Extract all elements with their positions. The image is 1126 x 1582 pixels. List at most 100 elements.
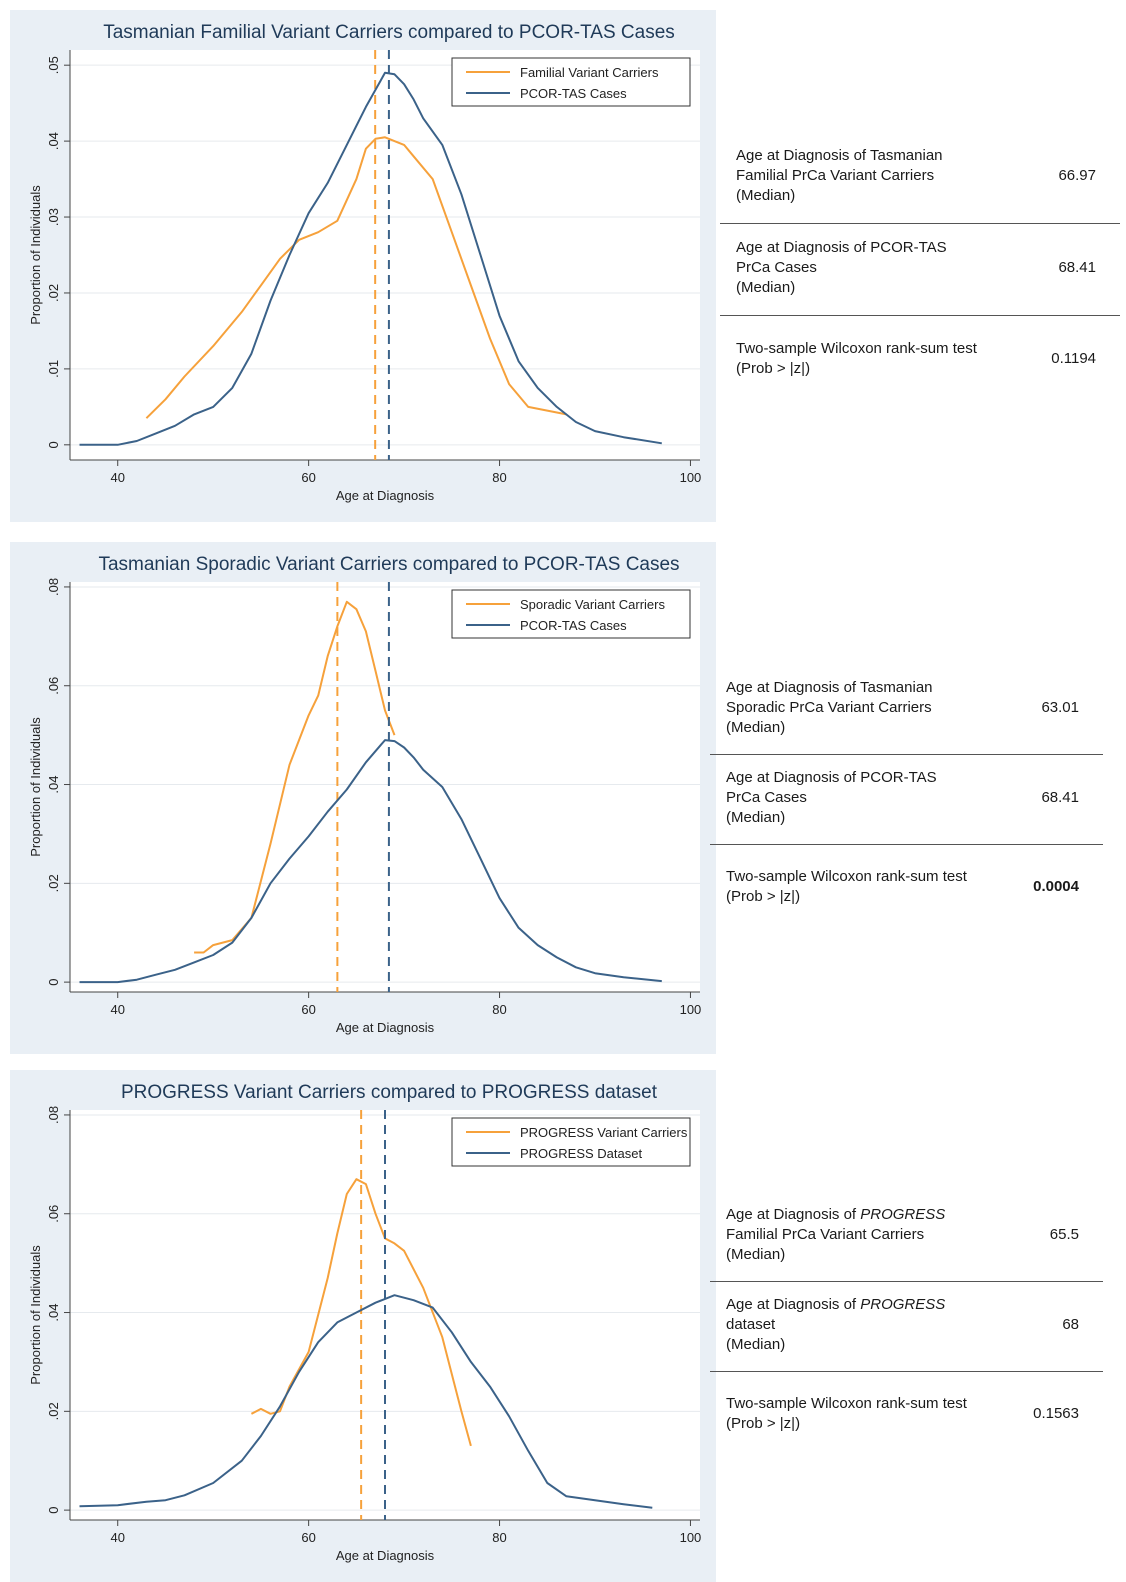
stats-label: Age at Diagnosis of PROGRESS Familial PrC… <box>726 1205 945 1265</box>
series-line-1 <box>194 600 396 954</box>
stats-row: Age at Diagnosis of PROGRESS dataset (Medi… <box>710 1282 1103 1372</box>
y-tick-label: .01 <box>46 360 61 378</box>
stats-label-line: (Median) <box>726 1246 786 1263</box>
stats-label: Two-sample Wilcoxon rank-sum test (Prob >… <box>726 867 967 907</box>
stats-label: Two-sample Wilcoxon rank-sum test (Prob >… <box>736 339 977 379</box>
series-line-1 <box>145 136 567 419</box>
stats-value: 68.41 <box>1041 789 1079 806</box>
stats-label-line: Familial PrCa Variant Carriers <box>726 1226 925 1243</box>
legend-entry: PCOR-TAS Cases <box>520 86 627 101</box>
chart-panel-2: Tasmanian Sporadic Variant Carriers comp… <box>0 532 1126 1054</box>
x-tick-label: 60 <box>301 1530 315 1545</box>
y-tick-label: .02 <box>46 284 61 302</box>
legend-entry: PCOR-TAS Cases <box>520 618 627 633</box>
chart-2: Tasmanian Sporadic Variant Carriers comp… <box>10 542 716 1054</box>
stats-label: Two-sample Wilcoxon rank-sum test (Prob >… <box>726 1394 967 1434</box>
stats-label-line: Familial PrCa Variant Carriers <box>736 167 935 184</box>
chart-panel-1: Tasmanian Familial Variant Carriers comp… <box>0 0 1126 522</box>
plot-area <box>70 582 700 992</box>
stats-label-line: (Prob > |z|) <box>726 1415 801 1432</box>
stats-value: 0.1194 <box>1051 350 1096 367</box>
x-tick-label: 40 <box>110 1530 124 1545</box>
stats-row: Age at Diagnosis of PROGRESS Familial PrC… <box>710 1192 1103 1282</box>
stats-label-line: (Median) <box>726 809 786 826</box>
stats-label-line: dataset <box>726 1316 776 1333</box>
series-line-2 <box>79 71 662 446</box>
chart-title: PROGRESS Variant Carriers compared to PR… <box>121 1082 658 1103</box>
stats-table-2: Age at Diagnosis of Tasmanian Sporadic Pr… <box>710 665 1103 933</box>
chart-title: Tasmanian Sporadic Variant Carriers comp… <box>98 554 679 575</box>
stats-label-line: Age at Diagnosis of PROGRESS <box>726 1206 946 1223</box>
stats-label-line: Two-sample Wilcoxon rank-sum test <box>726 868 967 885</box>
stats-label-line: Age at Diagnosis of PCOR-TAS <box>736 239 947 256</box>
y-axis-label: Proportion of Individuals <box>28 185 43 325</box>
x-tick-label: 40 <box>110 470 124 485</box>
stats-label: Age at Diagnosis of PCOR-TAS PrCa Cases (M… <box>726 768 937 828</box>
y-axis-label: Proportion of Individuals <box>28 1245 43 1385</box>
x-axis-label: Age at Diagnosis <box>336 1020 435 1035</box>
chart-panel-3: PROGRESS Variant Carriers compared to PR… <box>0 1060 1126 1582</box>
stats-row: Two-sample Wilcoxon rank-sum test (Prob >… <box>720 316 1120 406</box>
x-tick-label: 80 <box>492 1530 506 1545</box>
y-tick-label: .06 <box>46 1205 61 1223</box>
y-tick-label: .08 <box>46 1106 61 1124</box>
stats-label: Age at Diagnosis of Tasmanian Familial Pr… <box>736 146 943 206</box>
stats-value: 63.01 <box>1041 699 1079 716</box>
stats-value: 66.97 <box>1058 167 1096 184</box>
stats-label-line: Age at Diagnosis of PCOR-TAS <box>726 769 937 786</box>
x-tick-label: 80 <box>492 470 506 485</box>
stats-label-line: (Median) <box>726 719 786 736</box>
series-line-1 <box>250 1178 472 1447</box>
stats-table-3: Age at Diagnosis of PROGRESS Familial PrC… <box>710 1192 1103 1460</box>
y-tick-label: .04 <box>46 775 61 793</box>
x-tick-label: 100 <box>680 470 702 485</box>
stats-label-line: (Prob > |z|) <box>736 360 811 377</box>
stats-value: 68.41 <box>1058 259 1096 276</box>
x-tick-label: 80 <box>492 1002 506 1017</box>
plot-area <box>70 50 700 460</box>
stats-label: Age at Diagnosis of Tasmanian Sporadic Pr… <box>726 678 933 738</box>
y-tick-label: .02 <box>46 874 61 892</box>
stats-label-line: Age at Diagnosis of Tasmanian <box>736 147 943 164</box>
y-tick-label: 0 <box>46 1507 61 1514</box>
y-tick-label: 0 <box>46 441 61 448</box>
x-tick-label: 60 <box>301 470 315 485</box>
chart-title: Tasmanian Familial Variant Carriers comp… <box>103 22 675 43</box>
stats-value: 0.1563 <box>1033 1405 1079 1422</box>
stats-label-line: Two-sample Wilcoxon rank-sum test <box>726 1395 967 1412</box>
stats-row: Age at Diagnosis of Tasmanian Familial Pr… <box>720 132 1120 224</box>
stats-row: Two-sample Wilcoxon rank-sum test (Prob >… <box>710 1372 1103 1460</box>
stats-value: 0.0004 <box>1033 878 1079 895</box>
stats-label-line: PrCa Cases <box>726 789 807 806</box>
stats-row: Two-sample Wilcoxon rank-sum test (Prob >… <box>710 845 1103 933</box>
legend <box>451 1117 691 1167</box>
x-axis-label: Age at Diagnosis <box>336 488 435 503</box>
stats-label-line: Age at Diagnosis of Tasmanian <box>726 679 933 696</box>
legend-entry: PROGRESS Dataset <box>520 1146 642 1161</box>
legend-entry: Sporadic Variant Carriers <box>520 597 665 612</box>
stats-label-line: Two-sample Wilcoxon rank-sum test <box>736 340 977 357</box>
y-tick-label: .04 <box>46 132 61 150</box>
x-tick-label: 60 <box>301 1002 315 1017</box>
legend-entry: PROGRESS Variant Carriers <box>520 1125 688 1140</box>
stats-label: Age at Diagnosis of PROGRESS dataset (Medi… <box>726 1295 945 1355</box>
x-tick-label: 40 <box>110 1002 124 1017</box>
x-tick-label: 100 <box>680 1530 702 1545</box>
y-tick-label: .04 <box>46 1303 61 1321</box>
y-tick-label: .06 <box>46 677 61 695</box>
stats-value: 68 <box>1062 1316 1079 1333</box>
stats-label-line: Age at Diagnosis of PROGRESS <box>726 1296 946 1313</box>
y-tick-label: .03 <box>46 208 61 226</box>
y-tick-label: .08 <box>46 578 61 596</box>
stats-value: 65.5 <box>1049 1226 1079 1243</box>
legend-entry: Familial Variant Carriers <box>520 65 659 80</box>
stats-label-line: (Median) <box>736 187 796 204</box>
stats-row: Age at Diagnosis of PCOR-TAS PrCa Cases (M… <box>720 224 1120 316</box>
stats-label-line: PrCa Cases <box>736 259 817 276</box>
y-tick-label: .02 <box>46 1402 61 1420</box>
stats-row: Age at Diagnosis of PCOR-TAS PrCa Cases (M… <box>710 755 1103 845</box>
legend <box>451 57 691 107</box>
stats-row: Age at Diagnosis of Tasmanian Sporadic Pr… <box>710 665 1103 755</box>
stats-table-1: Age at Diagnosis of Tasmanian Familial Pr… <box>720 132 1120 406</box>
chart-1: Tasmanian Familial Variant Carriers comp… <box>10 10 716 522</box>
